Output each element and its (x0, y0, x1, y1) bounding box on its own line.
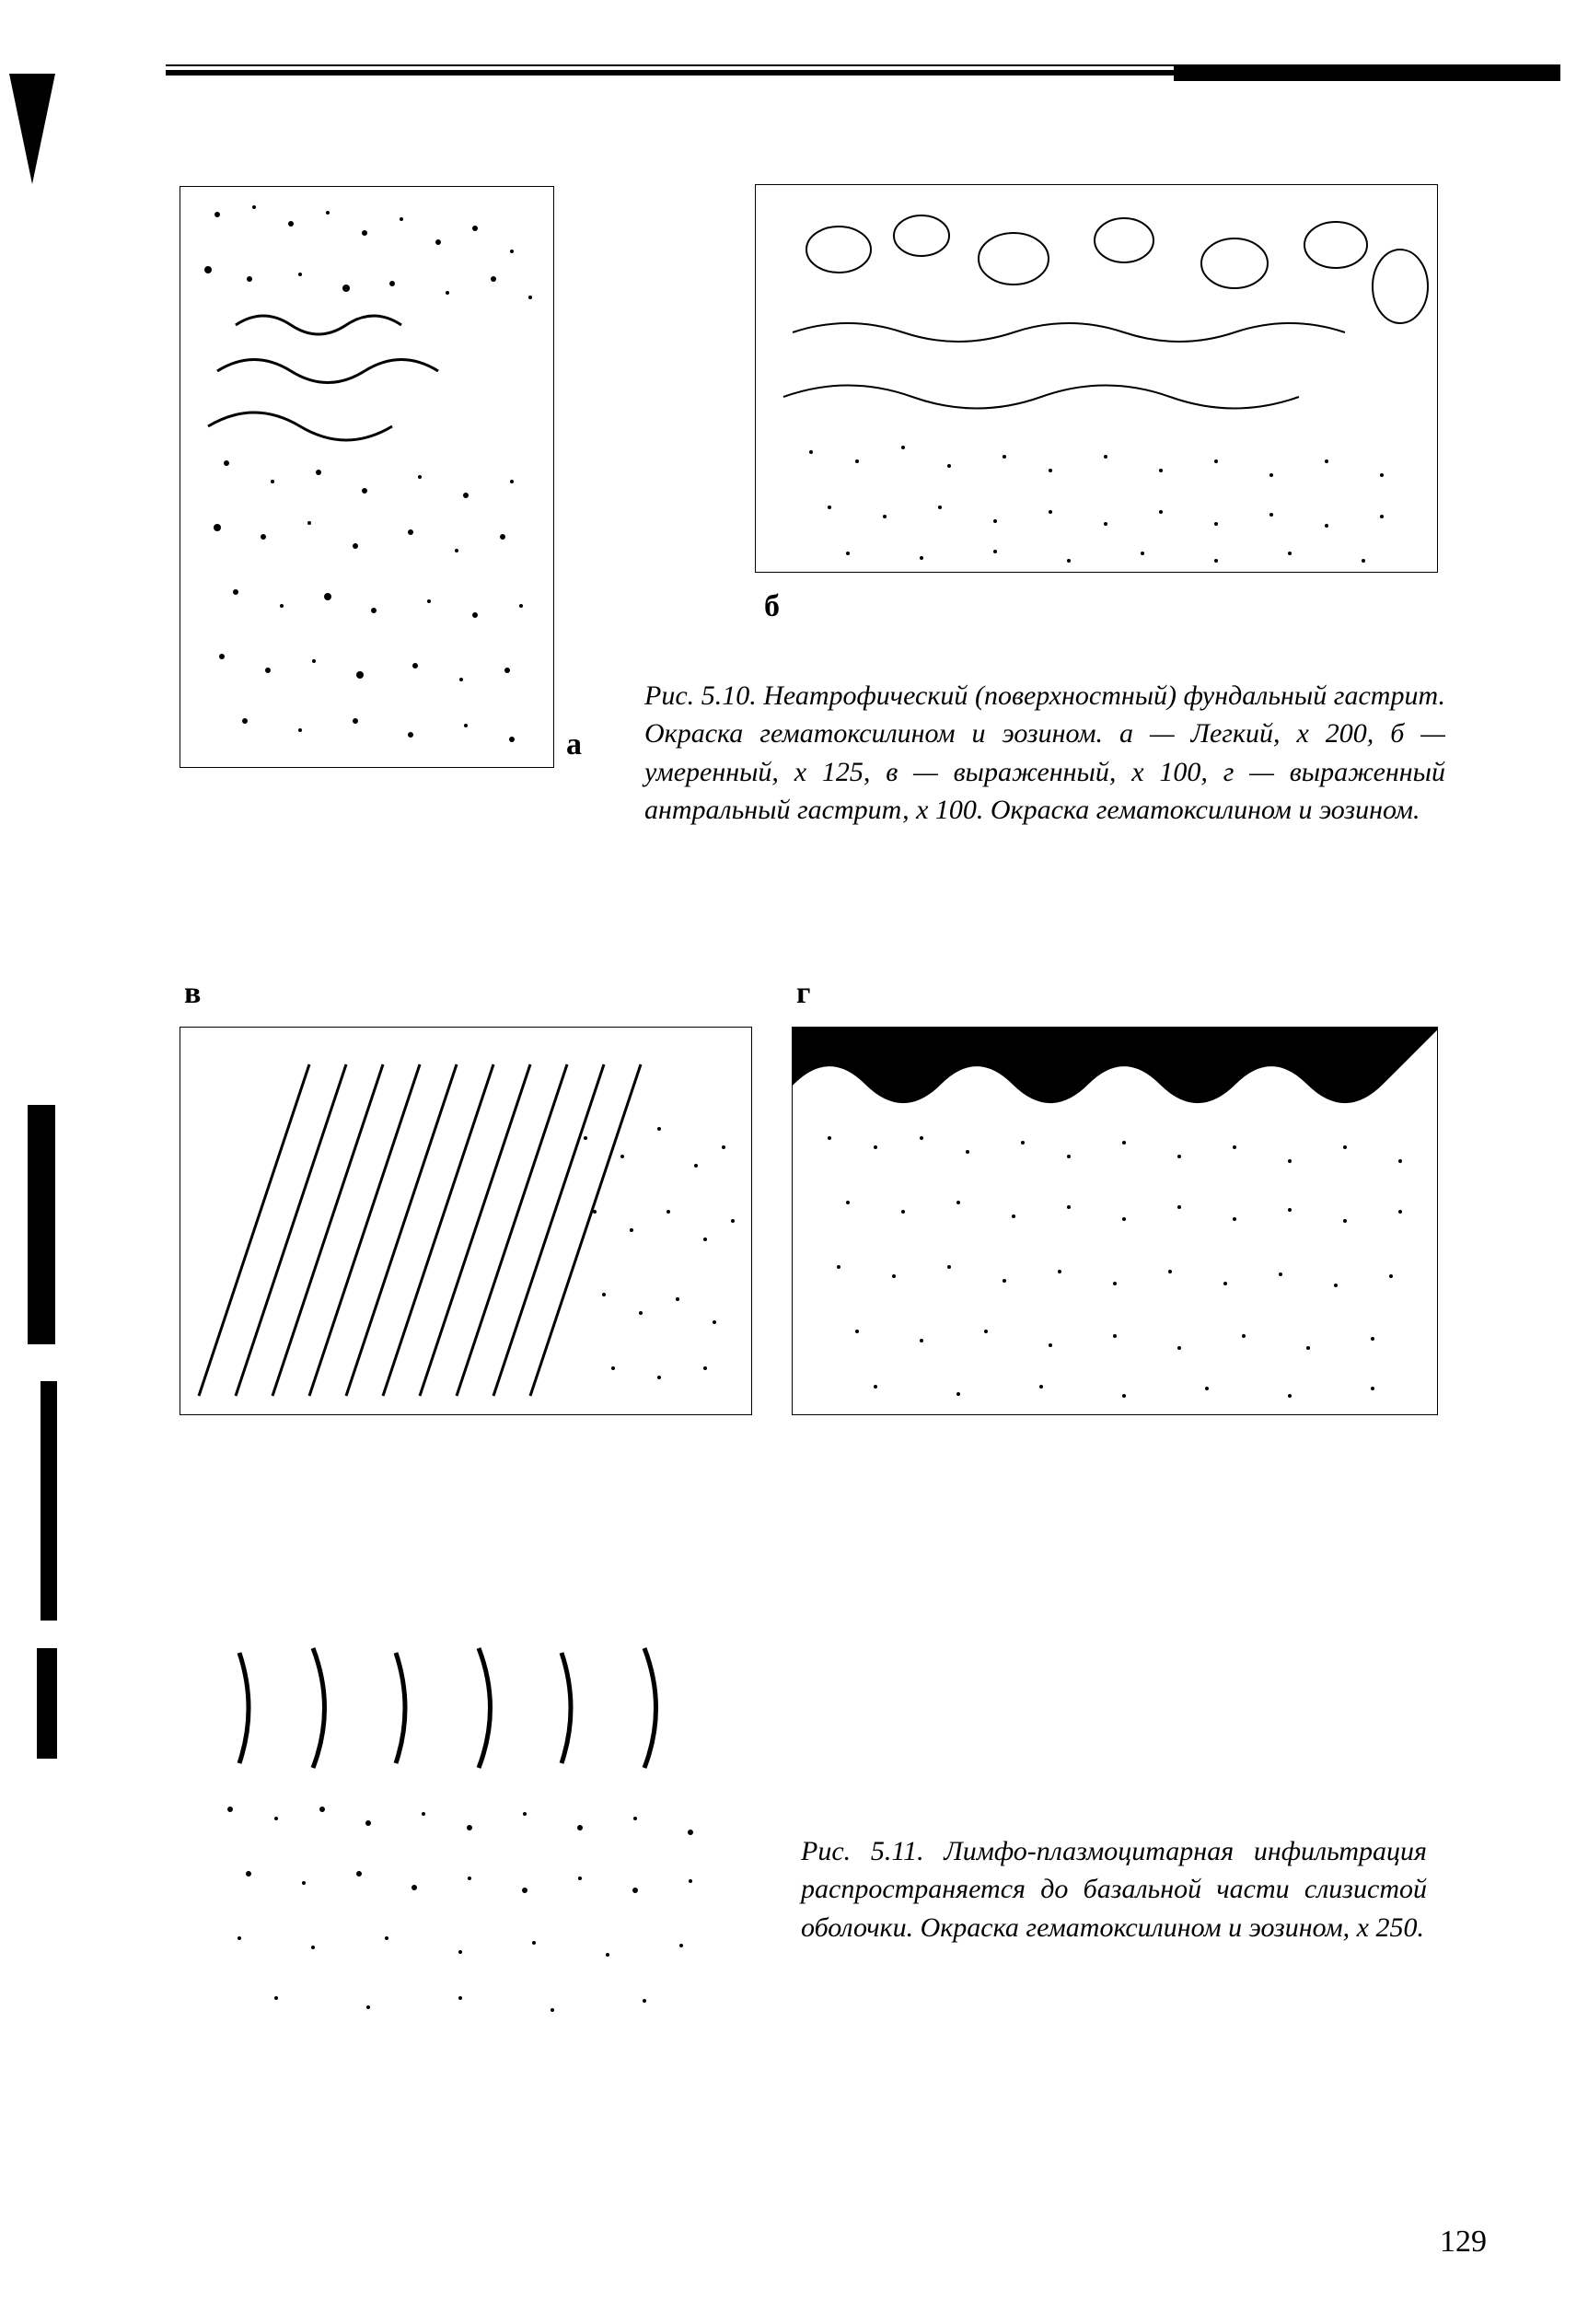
figure-5-10-caption: Рис. 5.10. Неатрофический (поверхностный… (644, 677, 1445, 830)
figure-5-10-panel-b-label: б (764, 589, 780, 624)
scan-artifact (37, 1648, 57, 1759)
figure-5-10-panel-a-label: а (566, 727, 582, 762)
scan-artifact (41, 1381, 57, 1621)
figure-5-10-panel-g-label: г (796, 976, 810, 1011)
scan-artifact (9, 74, 55, 184)
figure-5-10-panel-v (180, 1027, 752, 1415)
figure-5-10-panel-a (180, 186, 554, 768)
page-number: 129 (1440, 2225, 1487, 2260)
page: а (0, 0, 1588, 2324)
figure-5-11-caption: Рис. 5.11. Лимфо-плазмоцитарная инфильтр… (801, 1832, 1427, 1946)
figure-5-10-panel-b (755, 184, 1438, 573)
figure-5-10-panel-g (792, 1027, 1438, 1415)
scan-artifact (28, 1105, 55, 1344)
figure-5-11-panel (184, 1634, 755, 2044)
figure-5-10-panel-v-label: в (184, 976, 201, 1011)
top-rule (166, 64, 1560, 76)
